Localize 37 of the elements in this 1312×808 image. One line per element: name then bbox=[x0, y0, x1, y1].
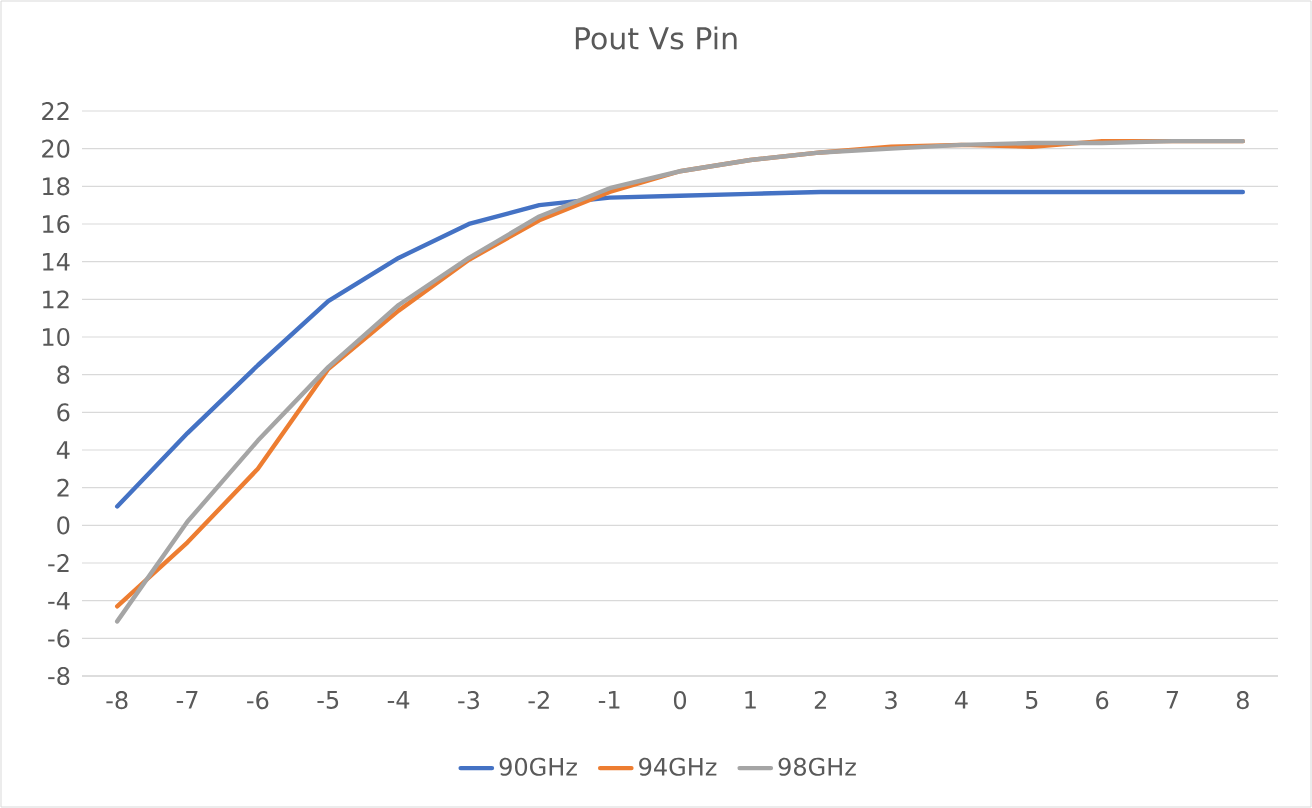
y-tick-label: 12 bbox=[43, 290, 69, 309]
x-tick-label: -8 bbox=[106, 691, 128, 710]
x-tick-label: 5 bbox=[1025, 691, 1038, 709]
x-tick-label: -2 bbox=[528, 691, 549, 709]
y-tick-label: 8 bbox=[57, 365, 70, 384]
chart-title: Pout Vs Pin bbox=[575, 26, 737, 50]
x-tick-label: 2 bbox=[814, 691, 826, 709]
x-tick-label: 3 bbox=[885, 691, 897, 710]
x-tick-label: -4 bbox=[387, 691, 410, 709]
y-tick-label: -6 bbox=[48, 629, 70, 648]
x-tick-label: -6 bbox=[247, 691, 269, 710]
x-tick-label: 1 bbox=[745, 691, 756, 709]
y-tick-label: 22 bbox=[42, 102, 69, 120]
x-tick-label: 7 bbox=[1166, 691, 1179, 709]
x-tick-label: 0 bbox=[673, 691, 687, 710]
y-tick-label: 18 bbox=[43, 177, 70, 196]
x-tick-label: 4 bbox=[954, 691, 968, 709]
y-tick-label: 16 bbox=[43, 214, 70, 234]
y-tick-label: 4 bbox=[56, 441, 70, 459]
legend-label: 90GHz bbox=[499, 757, 577, 776]
x-tick-label: 6 bbox=[1096, 691, 1109, 710]
x-tick-label: -7 bbox=[176, 691, 198, 709]
y-tick-label: -8 bbox=[48, 666, 70, 686]
x-tick-label: 8 bbox=[1236, 691, 1249, 710]
x-tick-label: -5 bbox=[317, 691, 339, 709]
y-tick-label: 10 bbox=[43, 327, 70, 347]
y-tick-label: 2 bbox=[57, 478, 69, 497]
y-tick-label: 6 bbox=[57, 403, 70, 422]
x-tick-label: -3 bbox=[458, 691, 479, 710]
legend-label: 98GHz bbox=[778, 757, 856, 776]
x-tick-label: -1 bbox=[598, 691, 620, 709]
y-tick-label: 0 bbox=[57, 516, 70, 535]
y-tick-label: -2 bbox=[48, 554, 69, 572]
legend-label: 94GHz bbox=[639, 757, 717, 776]
y-tick-label: -4 bbox=[48, 591, 70, 610]
y-tick-label: 14 bbox=[43, 252, 70, 271]
y-tick-label: 20 bbox=[42, 139, 70, 158]
